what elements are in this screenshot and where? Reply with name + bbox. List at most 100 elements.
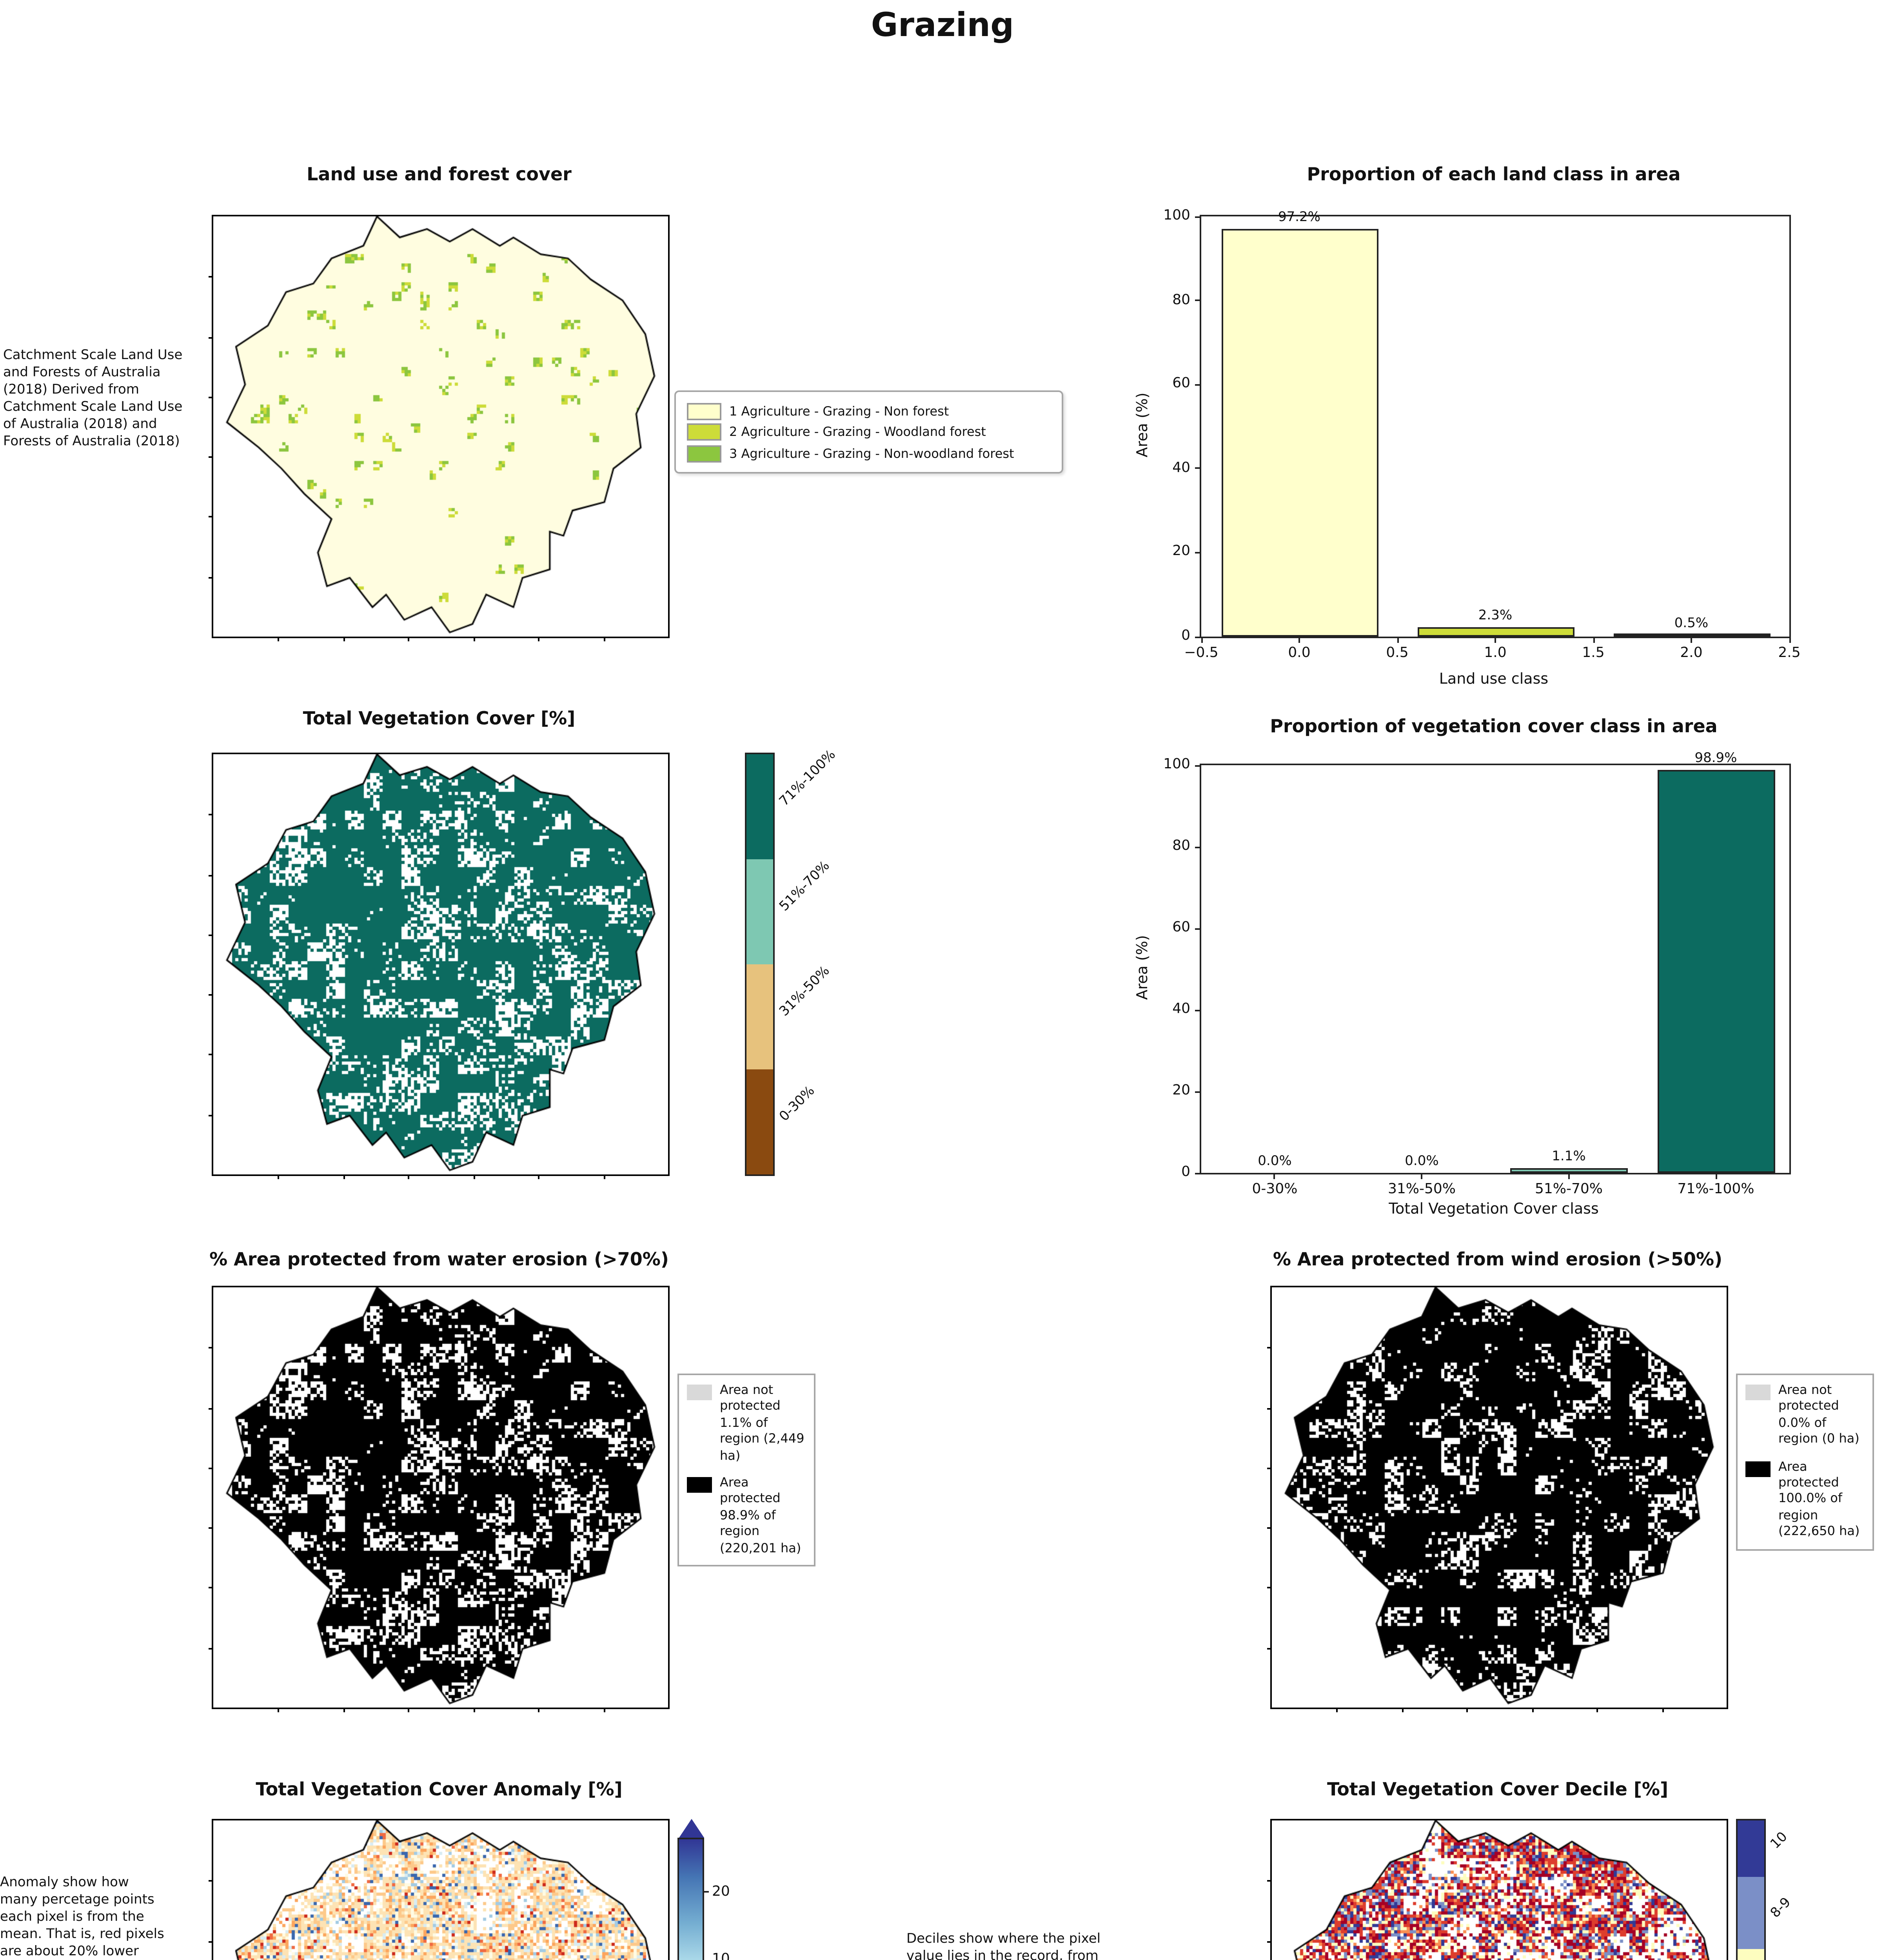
y-tick [1195, 927, 1201, 929]
bar [1657, 769, 1775, 1173]
veg-colorbar-label: 71%-100% [777, 747, 840, 810]
y-tick-label: 60 [1172, 920, 1190, 936]
x-tick-label: 1.5 [1582, 646, 1605, 662]
legend-item-not-protected: Area not protected 1.1% of region (2,449… [687, 1383, 806, 1465]
y-tick-label: 20 [1172, 1083, 1190, 1099]
x-tick [1789, 637, 1790, 643]
map-y-tick [209, 456, 213, 458]
y-tick-label: 0 [1181, 1165, 1190, 1181]
anomaly-map [209, 1819, 670, 1960]
x-tick-label: −0.5 [1184, 646, 1219, 662]
bar-value-label: 0.0% [1405, 1154, 1439, 1170]
decile-caption: Deciles show where the pixel value lies … [906, 1932, 1101, 1960]
map-x-tick [473, 1708, 475, 1712]
map-x-tick [603, 1174, 605, 1179]
not-protected-swatch [687, 1385, 712, 1400]
map-x-tick [278, 1174, 280, 1179]
y-tick-label: 80 [1172, 839, 1190, 855]
y-tick-label: 40 [1172, 1002, 1190, 1018]
map-y-tick [209, 1054, 213, 1056]
x-tick [1715, 1173, 1717, 1179]
legend-item-protected: Area protected 98.9% of region (220,201 … [687, 1475, 806, 1557]
map-y-tick [209, 336, 213, 338]
wind-erosion-map-title: % Area protected from wind erosion (>50%… [1273, 1248, 1723, 1270]
bar [1510, 1168, 1628, 1173]
colorbar-segment-51-70 [746, 859, 773, 964]
legend-swatch-woodland [687, 423, 721, 441]
map-x-tick [408, 1174, 410, 1179]
map-x-tick [1337, 1708, 1338, 1712]
cover-class-chart-title: Proportion of vegetation cover class in … [1270, 715, 1718, 737]
y-tick [1195, 636, 1201, 637]
map-x-tick [343, 637, 345, 641]
land-class-bar-chart: 97.2% 2.3% 0.5% 0 20 40 60 80 100 −0.5 0.0 0.5 1.0 1.… [1163, 209, 1800, 662]
y-tick-label: 100 [1163, 209, 1190, 224]
decile-colorbar-label: 10 [1768, 1829, 1791, 1853]
y-tick [1195, 764, 1201, 766]
veg-colorbar-label: 0-30% [777, 1083, 819, 1125]
decile-segment-8-9 [1738, 1877, 1764, 1949]
x-tick [1396, 637, 1398, 643]
map-y-tick [1267, 1587, 1272, 1589]
veg-cover-colorbar [745, 753, 775, 1176]
map-y-tick [209, 934, 213, 936]
x-tick-label: 71%-100% [1677, 1182, 1754, 1198]
decile-colorbar [1736, 1819, 1766, 1960]
water-erosion-map-canvas [213, 1287, 668, 1708]
map-y-tick [209, 1467, 213, 1469]
y-tick-label: 100 [1163, 757, 1190, 773]
map-y-tick [1267, 1940, 1272, 1942]
decile-segment-10 [1738, 1820, 1764, 1877]
x-tick [1274, 1173, 1276, 1179]
water-erosion-map-title: % Area protected from water erosion (>70… [209, 1248, 669, 1270]
colorbar-segment-31-50 [746, 964, 773, 1069]
land-class-chart-ylabel: Area (%) [1135, 392, 1152, 457]
map-x-tick [408, 637, 410, 641]
map-x-tick [408, 1708, 410, 1712]
map-y-tick [209, 1647, 213, 1649]
legend-item-not-protected: Area not protected 0.0% of region (0 ha) [1745, 1383, 1865, 1448]
y-tick [1195, 1172, 1201, 1174]
anomaly-caption: Anomaly show how many percetage points e… [0, 1875, 164, 1960]
veg-cover-map-canvas [213, 754, 668, 1174]
legend-row: 3 Agriculture - Grazing - Non-woodland f… [687, 445, 1051, 462]
legend-label: 3 Agriculture - Grazing - Non-woodland f… [729, 446, 1014, 460]
land-use-map-title: Land use and forest cover [307, 163, 572, 185]
bar-value-label: 0.0% [1258, 1154, 1292, 1170]
map-x-tick [343, 1708, 345, 1712]
land-class-chart-title: Proportion of each land class in area [1307, 163, 1681, 185]
map-x-tick [278, 1708, 280, 1712]
land-use-caption: Catchment Scale Land Use and Forests of … [3, 348, 183, 450]
bar-value-label: 2.3% [1478, 608, 1513, 624]
map-x-tick [1467, 1708, 1469, 1712]
veg-cover-map [209, 753, 670, 1179]
map-y-tick [209, 994, 213, 996]
x-tick [1691, 637, 1692, 643]
map-x-tick [1662, 1708, 1663, 1712]
y-tick-label: 40 [1172, 461, 1190, 477]
x-tick [1568, 1173, 1570, 1179]
colorbar-top-cap [678, 1819, 703, 1838]
colorbar-segment-71-100 [746, 754, 773, 859]
colorbar-tick [703, 1891, 709, 1893]
x-tick-label: 2.5 [1778, 646, 1801, 662]
y-tick-label: 0 [1181, 629, 1190, 644]
decile-map-canvas [1272, 1820, 1727, 1960]
legend-label: Area protected 98.9% of region (220,201 … [720, 1475, 801, 1555]
colorbar-tick-label: 10 [712, 1953, 730, 1960]
map-y-tick [1267, 1407, 1272, 1409]
bar [1417, 627, 1574, 637]
map-y-tick [209, 396, 213, 398]
y-tick-label: 60 [1172, 376, 1190, 392]
x-tick-label: 51%-70% [1535, 1182, 1603, 1198]
x-tick-label: 0.0 [1288, 646, 1311, 662]
map-x-tick [1402, 1708, 1404, 1712]
not-protected-swatch [1745, 1385, 1771, 1400]
decile-segment-4-7 [1738, 1948, 1764, 1960]
map-x-tick [473, 637, 475, 641]
colorbar-tick-label: 20 [712, 1884, 730, 1900]
anomaly-map-title: Total Vegetation Cover Anomaly [%] [256, 1778, 623, 1800]
legend-row: 1 Agriculture - Grazing - Non forest [687, 402, 1051, 419]
y-tick [1195, 846, 1201, 848]
